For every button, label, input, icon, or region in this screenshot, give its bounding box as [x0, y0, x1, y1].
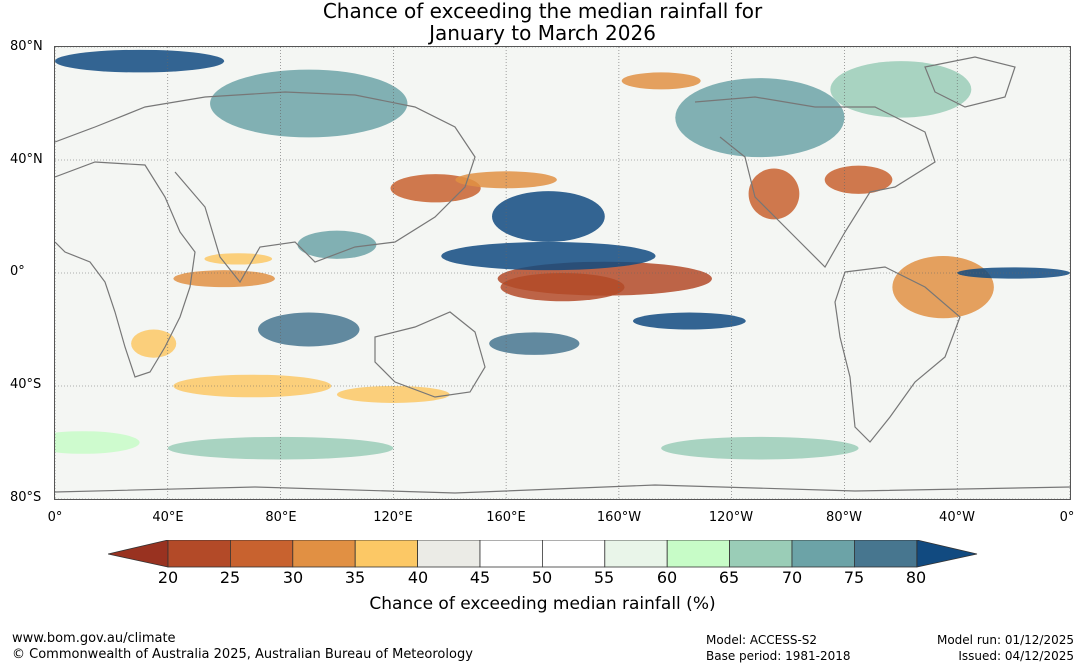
- coastline-europe-asia: [55, 91, 476, 284]
- colorbar-tick-60: 60: [656, 568, 678, 587]
- colorbar-tick-65: 65: [718, 568, 740, 587]
- lon-label-0-east: 0°: [1059, 510, 1075, 525]
- coastline-africa: [55, 161, 196, 378]
- colorbar-tick-75: 75: [843, 568, 865, 587]
- anomaly-region-21: [830, 61, 972, 118]
- lon-label-40w: 40°W: [939, 510, 975, 525]
- anomaly-region-11: [204, 253, 273, 265]
- colorbar-tick-25: 25: [219, 568, 241, 587]
- colorbar-tick-45: 45: [469, 568, 491, 587]
- colorbar-under-arrow: [108, 540, 169, 568]
- lon-label-80w: 80°W: [826, 510, 862, 525]
- colorbar-tick-70: 70: [781, 568, 803, 587]
- colorbar-bin-70-75: [791, 540, 855, 568]
- colorbar-tick-55: 55: [593, 568, 615, 587]
- colorbar-tick-40: 40: [407, 568, 429, 587]
- title-line-1: Chance of exceeding the median rainfall …: [322, 0, 763, 23]
- coastlines: [55, 56, 1070, 494]
- anomaly-region-8: [621, 72, 701, 90]
- colorbar-bin-45-50: [479, 540, 543, 568]
- lon-label-160e: 160°E: [486, 510, 526, 525]
- anomaly-region-7: [824, 165, 893, 194]
- colorbar-bin-40-45: [417, 540, 481, 568]
- colorbar-bin-75-80: [854, 540, 918, 568]
- anomaly-region-19: [210, 69, 408, 138]
- anomaly-region-1: [500, 273, 625, 302]
- anomaly-region-17: [957, 267, 1070, 279]
- coastline-north-america: [694, 96, 936, 268]
- colorbar-bin-60-65: [666, 540, 731, 568]
- rainfall-map: [54, 46, 1071, 500]
- lon-label-120w: 120°W: [708, 510, 754, 525]
- coastline-south-america: [834, 266, 961, 443]
- lon-label-120e: 120°E: [373, 510, 413, 525]
- anomaly-region-23: [297, 230, 377, 259]
- anomaly-regions: [55, 49, 1070, 460]
- lat-label-40n: 40°N: [10, 152, 43, 167]
- footer-url: www.bom.gov.au/climate: [12, 631, 176, 646]
- graticule: [55, 47, 1070, 499]
- footer-model: Model: ACCESS-S2: [706, 633, 818, 647]
- colorbar-bin-65-70: [729, 540, 793, 568]
- colorbar-bin-20-25: [167, 540, 231, 568]
- anomaly-region-13: [336, 386, 450, 403]
- anomaly-region-14: [131, 329, 177, 358]
- colorbar-over-arrow: [916, 540, 978, 568]
- anomaly-region-25: [661, 436, 859, 460]
- anomaly-region-16: [489, 332, 580, 355]
- anomaly-region-10: [173, 270, 275, 288]
- map-title: Chance of exceeding the median rainfall …: [0, 0, 1085, 44]
- anomaly-region-22: [258, 312, 360, 347]
- lat-label-equator: 0°: [10, 264, 25, 279]
- colorbar-tick-50: 50: [531, 568, 553, 587]
- footer-copyright: © Commonwealth of Australia 2025, Austra…: [12, 647, 473, 662]
- colorbar-bin-35-40: [354, 540, 418, 568]
- coastline-greenland: [924, 56, 1016, 108]
- anomaly-region-20: [675, 78, 845, 158]
- colorbar-bin-50-55: [541, 540, 606, 568]
- coastline-australia: [374, 311, 486, 398]
- title-line-2: January to March 2026: [429, 21, 656, 45]
- colorbar-tick-35: 35: [344, 568, 366, 587]
- footer-model-run: Model run: 01/12/2025: [936, 633, 1074, 647]
- anomaly-region-2: [441, 241, 656, 271]
- anomaly-region-26: [55, 431, 140, 454]
- lat-label-80n: 80°N: [10, 39, 43, 54]
- colorbar-bin-25-30: [230, 540, 294, 568]
- lon-label-160w: 160°W: [596, 510, 642, 525]
- colorbar-label: Chance of exceeding median rainfall (%): [369, 594, 716, 614]
- lon-label-40e: 40°E: [152, 510, 184, 525]
- lat-label-40s: 40°S: [10, 377, 42, 392]
- colorbar-tick-80: 80: [905, 568, 927, 587]
- colorbar-bins: [167, 540, 918, 568]
- colorbar-bin-55-60: [604, 540, 668, 568]
- lon-label-0-west: 0°: [47, 510, 63, 525]
- anomaly-region-24: [167, 436, 394, 460]
- anomaly-region-12: [173, 374, 332, 398]
- anomaly-region-15: [632, 312, 746, 330]
- colorbar-bin-30-35: [292, 540, 356, 568]
- anomaly-region-9: [892, 256, 994, 319]
- colorbar-tick-20: 20: [157, 568, 179, 587]
- coastline-antarctica: [55, 484, 1070, 494]
- colorbar-tick-30: 30: [282, 568, 304, 587]
- anomaly-region-6: [748, 168, 800, 220]
- anomaly-region-18: [55, 49, 225, 73]
- map-canvas: [55, 47, 1070, 499]
- lon-label-80e: 80°E: [265, 510, 297, 525]
- anomaly-region-3: [492, 191, 605, 242]
- colorbar: [108, 540, 978, 568]
- footer-issued: Issued: 04/12/2025: [958, 649, 1074, 663]
- footer-base-period: Base period: 1981-2018: [706, 649, 851, 663]
- lat-label-80s: 80°S: [10, 490, 42, 505]
